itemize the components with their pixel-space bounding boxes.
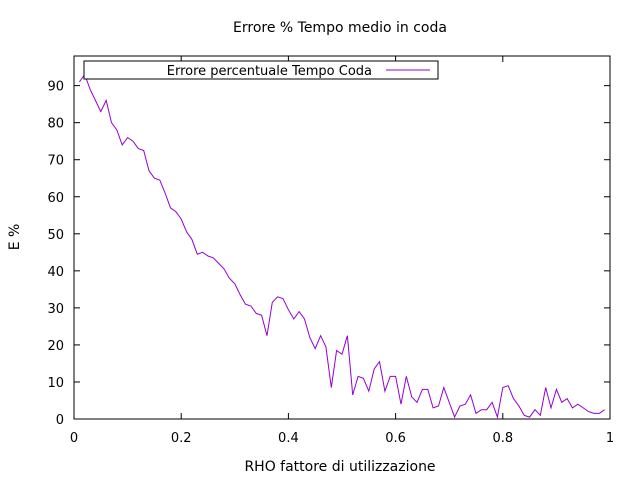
y-tick-label: 90	[47, 80, 64, 95]
x-tick-label: 0.2	[171, 431, 192, 446]
x-tick-label: 0	[70, 431, 78, 446]
y-tick-label: 40	[47, 265, 64, 280]
legend-entry-label: Errore percentuale Tempo Coda	[167, 64, 372, 79]
series-line	[78, 73, 605, 420]
series-layer	[78, 73, 605, 420]
legend-box	[83, 60, 439, 80]
chart-title: Errore % Tempo medio in coda	[233, 20, 447, 36]
plot-frame	[73, 55, 611, 420]
legend: Errore percentuale Tempo Coda	[83, 60, 439, 80]
axis-ticks	[73, 56, 611, 420]
y-tick-label: 10	[47, 376, 64, 391]
y-tick-label: 70	[47, 154, 64, 169]
x-tick-label: 0.6	[385, 431, 406, 446]
x-tick-label: 0.4	[278, 431, 299, 446]
y-tick-label: 60	[47, 191, 64, 206]
y-tick-label: 80	[47, 117, 64, 132]
x-tick-label: 0.8	[492, 431, 513, 446]
y-tick-label: 0	[56, 413, 64, 428]
x-tick-label: 1	[606, 431, 614, 446]
y-tick-label: 50	[47, 228, 64, 243]
x-axis-label: RHO fattore di utilizzazione	[244, 459, 435, 475]
y-axis-label: E %	[7, 224, 23, 251]
y-tick-label: 30	[47, 302, 64, 317]
y-tick-label: 20	[47, 339, 64, 354]
